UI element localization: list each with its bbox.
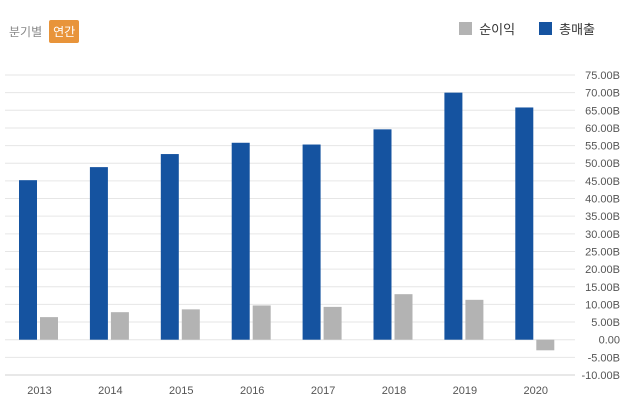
y-tick-label: 35.00B: [585, 211, 620, 223]
y-tick-label: 55.00B: [585, 141, 620, 153]
bar-revenue-2013: [19, 180, 37, 340]
bar-net-income-2013: [40, 317, 58, 340]
bar-revenue-2014: [89, 167, 108, 340]
y-tick-label: 65.00B: [585, 105, 620, 117]
y-tick-label: 25.00B: [585, 246, 620, 258]
quarterly-toggle[interactable]: 분기별: [9, 25, 43, 39]
annual-toggle[interactable]: 연간: [49, 20, 80, 43]
y-tick-label: 50.00B: [585, 158, 620, 170]
legend-label-net-income: 순이익: [479, 22, 516, 37]
x-tick-label: 2014: [98, 385, 122, 397]
x-tick-label: 2013: [27, 385, 51, 397]
period-toggle: 분기별 연간: [6, 20, 80, 43]
y-tick-label: 40.00B: [585, 194, 620, 206]
bar-revenue-2016: [231, 142, 250, 340]
y-tick-label: -10.00B: [581, 370, 620, 382]
bar-net-income-2020: [536, 339, 555, 351]
bar-net-income-2019: [465, 299, 484, 340]
bar-net-income-2014: [110, 312, 129, 340]
legend-label-revenue: 총매출: [559, 22, 595, 37]
bar-revenue-2019: [444, 92, 463, 340]
legend-item-net-income[interactable]: 순이익: [459, 19, 515, 38]
y-tick-label: 20.00B: [585, 264, 620, 276]
bar-net-income-2015: [181, 309, 200, 340]
y-tick-label: 5.00B: [591, 317, 620, 329]
y-tick-label: 70.00B: [585, 88, 620, 100]
legend-swatch-net-income: [459, 22, 473, 35]
legend-item-revenue[interactable]: 총매출: [539, 19, 595, 38]
x-tick-label: 2017: [311, 385, 335, 397]
y-tick-label: 0.00: [599, 335, 620, 347]
bar-net-income-2018: [394, 294, 413, 340]
x-tick-label: 2020: [524, 385, 548, 397]
bar-net-income-2017: [323, 306, 342, 340]
bar-revenue-2015: [160, 154, 179, 340]
y-tick-label: -5.00B: [588, 352, 620, 364]
chart-legend: 순이익 총매출: [459, 19, 595, 38]
y-tick-label: 45.00B: [585, 176, 620, 188]
x-tick-label: 2015: [169, 385, 193, 397]
bar-revenue-2020: [515, 107, 534, 340]
bar-revenue-2017: [302, 144, 321, 340]
y-tick-label: 10.00B: [585, 299, 620, 311]
x-tick-label: 2019: [453, 385, 477, 397]
x-tick-label: 2018: [382, 385, 406, 397]
bar-net-income-2016: [252, 305, 271, 340]
legend-swatch-revenue: [539, 22, 553, 35]
y-tick-label: 30.00B: [585, 229, 620, 241]
y-tick-label: 75.00B: [585, 70, 620, 82]
x-tick-label: 2016: [240, 385, 264, 397]
bar-revenue-2018: [373, 129, 392, 340]
y-tick-label: 15.00B: [585, 282, 620, 294]
y-tick-label: 60.00B: [585, 123, 620, 135]
